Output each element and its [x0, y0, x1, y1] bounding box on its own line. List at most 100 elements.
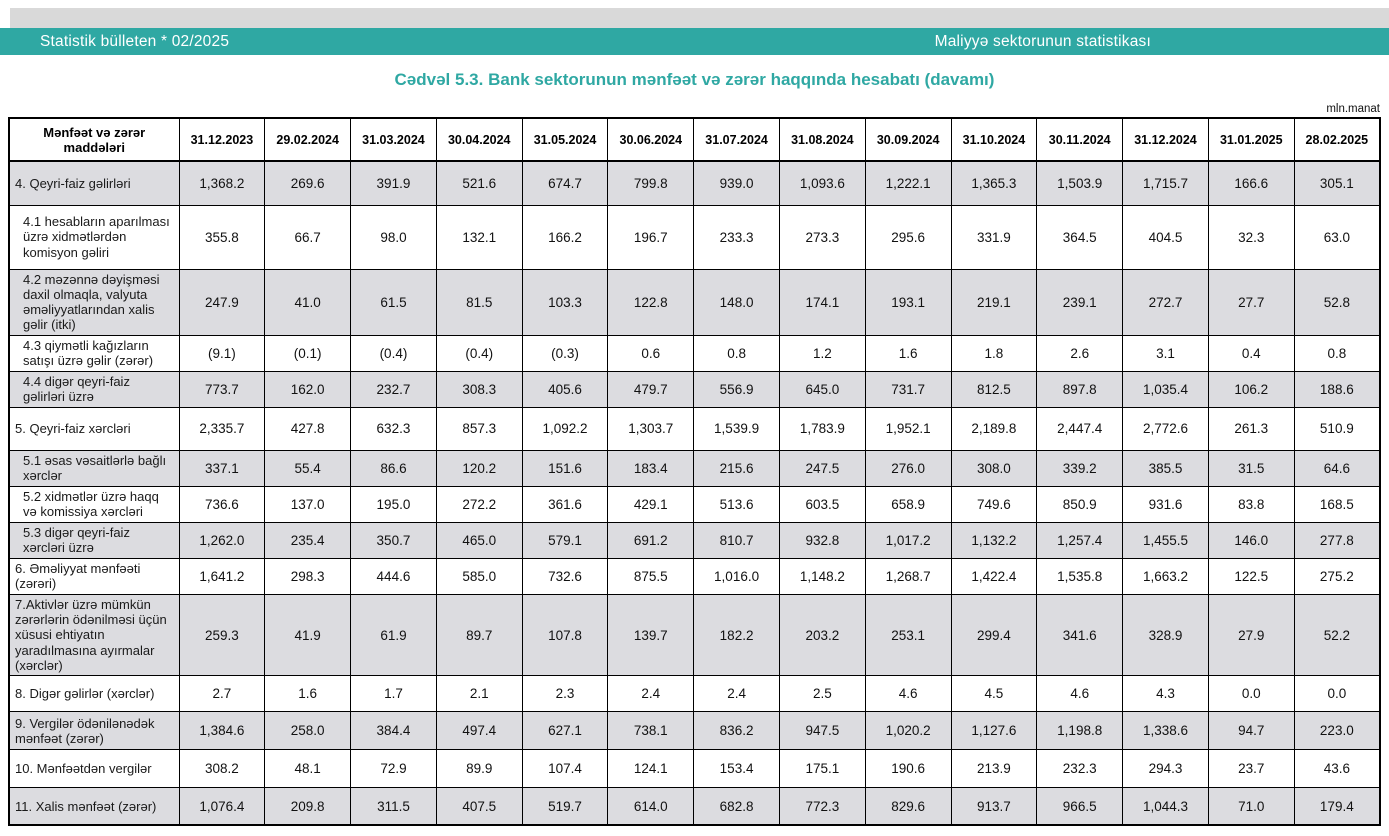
value-cell: 1,016.0 — [693, 557, 780, 595]
value-cell: 308.2 — [178, 749, 266, 789]
value-cell: 239.1 — [1036, 268, 1124, 336]
row-label: 11. Xalis mənfəət (zərər) — [8, 787, 180, 826]
value-cell: 736.6 — [178, 485, 266, 523]
table-row: 5.1 əsas vəsaitlərlə bağlı xərclər 337.1 5… — [8, 449, 1381, 487]
value-cell: 23.7 — [1207, 749, 1295, 789]
date-column-header: 31.07.2024 — [693, 117, 780, 162]
value-cell: 556.9 — [693, 370, 780, 408]
value-cell: 1,365.3 — [950, 160, 1038, 206]
value-cell: 1,132.2 — [950, 521, 1038, 559]
value-cell: 897.8 — [1036, 370, 1124, 408]
date-column-header: 30.09.2024 — [864, 117, 952, 162]
value-cell: 107.4 — [521, 749, 609, 789]
table-header-row: Mənfəət və zərər maddələri 31.12.2023 29.0… — [8, 117, 1381, 162]
value-cell: 2.5 — [778, 675, 866, 713]
value-cell: 273.3 — [778, 204, 866, 270]
value-cell: 1,641.2 — [178, 557, 266, 595]
row-label: 5.1 əsas vəsaitlərlə bağlı xərclər — [8, 449, 180, 487]
row-label: 5. Qeyri-faiz xərcləri — [8, 406, 180, 451]
value-cell: 247.5 — [778, 449, 866, 487]
row-label: 4. Qeyri-faiz gəlirləri — [8, 160, 180, 206]
date-column-header: 29.02.2024 — [264, 117, 352, 162]
value-cell: 772.3 — [778, 787, 866, 826]
value-cell: 364.5 — [1036, 204, 1124, 270]
value-cell: 1,093.6 — [778, 160, 866, 206]
table-row: 5. Qeyri-faiz xərcləri 2,335.7 427.8 632.3 8… — [8, 406, 1381, 451]
value-cell: 939.0 — [693, 160, 780, 206]
value-cell: 124.1 — [607, 749, 695, 789]
value-cell: 162.0 — [264, 370, 352, 408]
value-cell: 247.9 — [178, 268, 266, 336]
value-cell: 427.8 — [264, 406, 352, 451]
value-cell: 331.9 — [950, 204, 1038, 270]
profit-loss-table: Mənfəət və zərər maddələri 31.12.2023 29.0… — [8, 117, 1381, 826]
table-row: 4.4 digər qeyri-faiz gəlirləri üzrə 773.7… — [8, 370, 1381, 408]
bulletin-issue-label: Statistik bülleten * 02/2025 — [40, 32, 230, 50]
value-cell: 1,257.4 — [1036, 521, 1124, 559]
value-cell: 31.5 — [1207, 449, 1295, 487]
table-row: 7.Aktivlər üzrə mümkün zərərlərin ödənil… — [8, 593, 1381, 677]
value-cell: 1,952.1 — [864, 406, 952, 451]
value-cell: 151.6 — [521, 449, 609, 487]
value-cell: 773.7 — [178, 370, 266, 408]
value-cell: 947.5 — [778, 711, 866, 751]
value-cell: 829.6 — [864, 787, 952, 826]
table-title: Cədvəl 5.3. Bank sektorunun mənfəət və z… — [394, 70, 995, 89]
value-cell: 350.7 — [350, 521, 437, 559]
row-label: 9. Vergilər ödənilənədək mənfəət (zərər) — [8, 711, 180, 751]
value-cell: 235.4 — [264, 521, 352, 559]
row-label: 6. Əməliyyat mənfəəti (zərəri) — [8, 557, 180, 595]
value-cell: 407.5 — [435, 787, 523, 826]
value-cell: 1,127.6 — [950, 711, 1038, 751]
value-cell: 1.6 — [864, 334, 952, 372]
value-cell: 122.8 — [607, 268, 695, 336]
value-cell: 27.9 — [1207, 593, 1295, 677]
value-cell: 361.6 — [521, 485, 609, 523]
value-cell: 2,335.7 — [178, 406, 266, 451]
value-cell: 0.8 — [693, 334, 780, 372]
date-column-header: 30.11.2024 — [1036, 117, 1124, 162]
value-cell: 384.4 — [350, 711, 437, 751]
value-cell: 658.9 — [864, 485, 952, 523]
value-cell: 223.0 — [1293, 711, 1381, 751]
value-cell: 2,189.8 — [950, 406, 1038, 451]
value-cell: 146.0 — [1207, 521, 1295, 559]
value-cell: 749.6 — [950, 485, 1038, 523]
value-cell: 732.6 — [521, 557, 609, 595]
section-label: Maliyyə sektorunun statistikası — [934, 32, 1151, 50]
value-cell: 153.4 — [693, 749, 780, 789]
date-column-header: 31.12.2024 — [1122, 117, 1209, 162]
value-cell: 603.5 — [778, 485, 866, 523]
row-label: 4.4 digər qeyri-faiz gəlirləri üzrə — [8, 370, 180, 408]
value-cell: 1.6 — [264, 675, 352, 713]
value-cell: 1,092.2 — [521, 406, 609, 451]
date-column-header: 31.01.2025 — [1207, 117, 1295, 162]
value-cell: 106.2 — [1207, 370, 1295, 408]
value-cell: 259.3 — [178, 593, 266, 677]
value-cell: 3.1 — [1122, 334, 1209, 372]
value-cell: 275.2 — [1293, 557, 1381, 595]
value-cell: 812.5 — [950, 370, 1038, 408]
table-row: 5.3 digər qeyri-faiz xərcləri üzrə 1,262.… — [8, 521, 1381, 559]
value-cell: 405.6 — [521, 370, 609, 408]
value-cell: 857.3 — [435, 406, 523, 451]
value-cell: 305.1 — [1293, 160, 1381, 206]
value-cell: 850.9 — [1036, 485, 1124, 523]
value-cell: 233.3 — [693, 204, 780, 270]
table-row: 4.2 məzənnə dəyişməsi daxil olmaqla, val… — [8, 268, 1381, 336]
value-cell: 2.4 — [607, 675, 695, 713]
value-cell: 1,268.7 — [864, 557, 952, 595]
value-cell: 355.8 — [178, 204, 266, 270]
value-cell: 81.5 — [435, 268, 523, 336]
value-cell: 2.1 — [435, 675, 523, 713]
value-cell: 213.9 — [950, 749, 1038, 789]
row-header-label: Mənfəət və zərər maddələri — [8, 117, 180, 162]
value-cell: 1,503.9 — [1036, 160, 1124, 206]
table-row: 11. Xalis mənfəət (zərər) 1,076.4 209.8 311… — [8, 787, 1381, 826]
value-cell: 1,198.8 — [1036, 711, 1124, 751]
value-cell: 1,539.9 — [693, 406, 780, 451]
table-row: 9. Vergilər ödənilənədək mənfəət (zərər)… — [8, 711, 1381, 751]
value-cell: 2.3 — [521, 675, 609, 713]
value-cell: 272.7 — [1122, 268, 1209, 336]
